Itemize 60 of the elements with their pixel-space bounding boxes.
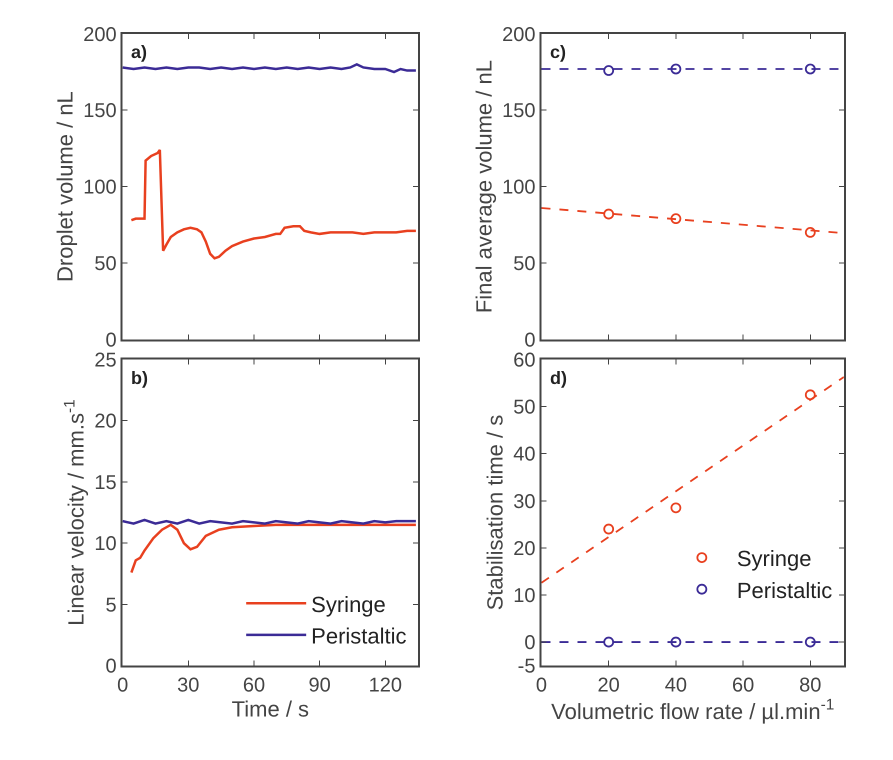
annotation: d) <box>550 368 567 388</box>
y-tick-label: 20 <box>513 538 536 560</box>
point <box>603 208 614 220</box>
y-tick-label: 10 <box>94 533 117 556</box>
annotation: c) <box>550 42 566 62</box>
y-tick-label: 50 <box>513 252 536 275</box>
y-tick-label: 0 <box>524 632 536 654</box>
y-tick-label: 0 <box>106 329 117 352</box>
y-tick-label: 5 <box>106 594 117 616</box>
y-tick-label: -5 <box>518 656 536 678</box>
x-tick-label: 20 <box>598 674 620 697</box>
y-tick-label: 20 <box>94 410 117 433</box>
x-tick-label: 30 <box>177 674 200 697</box>
y-tick-label: 40 <box>513 444 536 466</box>
x-tick-label: 40 <box>664 674 688 697</box>
x-tick-label: 90 <box>308 674 331 697</box>
y-tick-label: 200 <box>502 24 536 46</box>
x-axis-title: Volumetric flow rate / µl.min$^{-1}$ <box>551 696 834 724</box>
line-series <box>130 148 418 260</box>
y-axis-title: Droplet volume / nL <box>52 91 78 282</box>
y-tick-label: 60 <box>513 350 536 372</box>
x-tick-label: 120 <box>368 674 402 697</box>
y-tick-label: 100 <box>502 176 536 199</box>
point <box>603 65 614 76</box>
y-tick-label: 100 <box>83 176 117 199</box>
x-tick-label: 80 <box>799 674 822 697</box>
legend-label: Syringe <box>311 592 386 617</box>
annotation: b) <box>131 368 148 388</box>
point <box>670 213 682 224</box>
x-tick-label: 60 <box>732 674 754 697</box>
point <box>670 636 682 648</box>
y-tick-label: 25 <box>94 350 117 372</box>
legend-label: Peristaltic <box>311 623 407 648</box>
line-series <box>122 63 418 74</box>
point <box>804 636 816 648</box>
legend-label: Syringe <box>736 546 812 572</box>
point <box>670 64 682 74</box>
line-series <box>130 524 418 574</box>
y-axis-title: Stabilisation time / s <box>482 414 508 610</box>
point <box>603 524 614 534</box>
y-tick-label: 50 <box>94 252 117 275</box>
point <box>670 502 682 514</box>
y-tick-label: 150 <box>502 100 536 122</box>
x-axis-title: Time / s <box>232 696 310 722</box>
y-tick-label: 150 <box>83 100 117 122</box>
y-tick-label: 15 <box>94 472 117 494</box>
point <box>804 64 816 74</box>
legend-label: Peristaltic <box>736 578 832 603</box>
y-tick-label: 200 <box>83 24 117 46</box>
y-tick-label: 0 <box>524 329 536 352</box>
x-tick-label: 60 <box>242 674 266 697</box>
y-axis-title: Final average volume / nL <box>471 60 496 314</box>
point <box>804 389 816 400</box>
point <box>603 636 614 648</box>
y-tick-label: 30 <box>513 490 536 513</box>
y-tick-label: 50 <box>513 396 536 419</box>
point <box>804 226 816 238</box>
y-tick-label: 0 <box>106 656 117 678</box>
y-tick-label: 10 <box>513 584 536 607</box>
annotation: a) <box>131 42 148 62</box>
